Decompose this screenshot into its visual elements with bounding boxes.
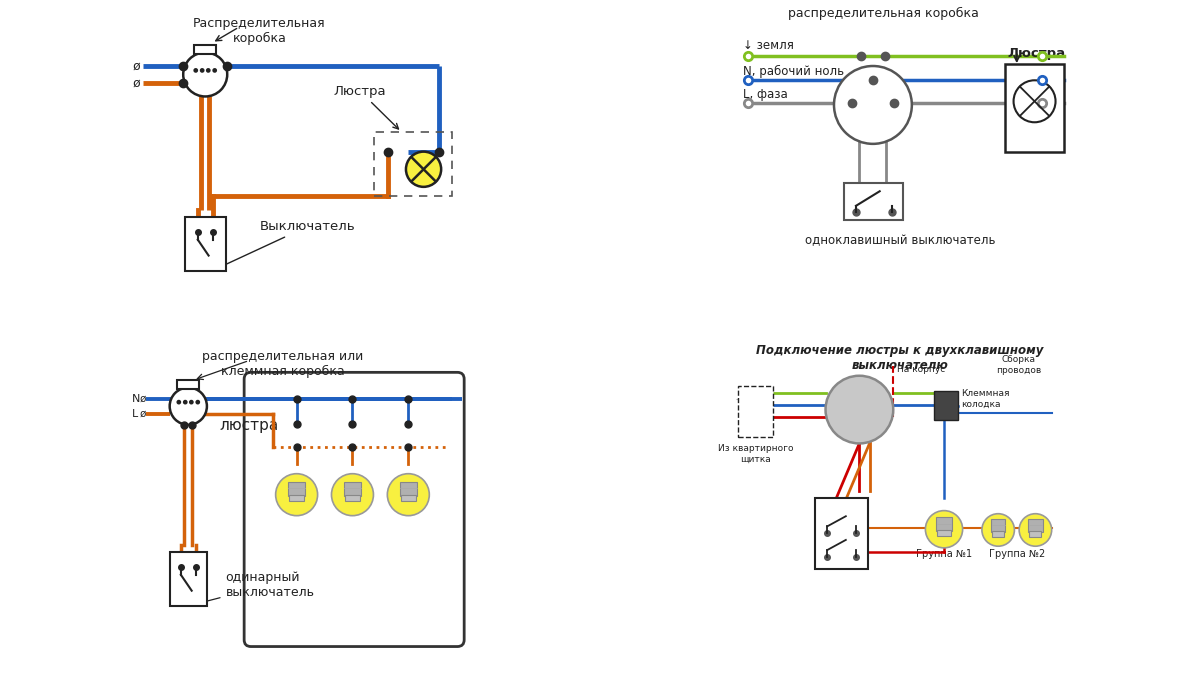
Circle shape bbox=[212, 68, 217, 73]
Text: одинарный
выключатель: одинарный выключатель bbox=[192, 571, 314, 606]
Text: ø: ø bbox=[132, 77, 140, 89]
Bar bbox=[937, 530, 950, 536]
Text: ↓ земля: ↓ земля bbox=[743, 39, 793, 52]
Bar bbox=[738, 386, 773, 437]
Text: Группа №2: Группа №2 bbox=[989, 549, 1045, 559]
Bar bbox=[401, 496, 416, 502]
Text: Выключатель: Выключатель bbox=[216, 220, 355, 269]
Text: На корпус: На корпус bbox=[896, 366, 944, 374]
Circle shape bbox=[176, 399, 181, 405]
Text: распределительная или
клеммная коробка: распределительная или клеммная коробка bbox=[203, 350, 364, 378]
Circle shape bbox=[193, 68, 198, 73]
Circle shape bbox=[196, 399, 200, 405]
Bar bbox=[1004, 64, 1064, 152]
Bar bbox=[400, 482, 418, 496]
Circle shape bbox=[982, 514, 1014, 546]
Circle shape bbox=[388, 474, 430, 516]
Text: Из квартирного
щитка: Из квартирного щитка bbox=[718, 444, 793, 464]
Text: N, рабочий ноль: N, рабочий ноль bbox=[743, 64, 844, 77]
Text: ø: ø bbox=[139, 409, 145, 418]
Text: люстра: люстра bbox=[220, 418, 278, 433]
Bar bbox=[289, 496, 304, 502]
Bar bbox=[169, 552, 206, 606]
Circle shape bbox=[188, 399, 193, 405]
Circle shape bbox=[276, 474, 318, 516]
Circle shape bbox=[169, 387, 206, 425]
Bar bbox=[936, 517, 952, 531]
Text: L: L bbox=[754, 417, 761, 427]
Circle shape bbox=[834, 66, 912, 144]
Bar bbox=[934, 391, 958, 420]
Circle shape bbox=[206, 68, 211, 73]
Bar bbox=[344, 496, 360, 502]
Text: распределительная коробка: распределительная коробка bbox=[787, 7, 978, 20]
Text: ø: ø bbox=[139, 394, 145, 403]
Bar bbox=[343, 482, 361, 496]
Text: N: N bbox=[132, 394, 140, 403]
Bar bbox=[288, 482, 306, 496]
FancyBboxPatch shape bbox=[244, 372, 464, 647]
Text: Сборка
проводов: Сборка проводов bbox=[996, 355, 1042, 375]
Text: Распределительная
коробка: Распределительная коробка bbox=[193, 17, 325, 45]
Bar bbox=[844, 183, 904, 220]
Bar bbox=[374, 132, 452, 196]
Text: L, фаза: L, фаза bbox=[743, 88, 787, 101]
Text: лампа: лампа bbox=[1015, 130, 1054, 143]
Text: Люстра: Люстра bbox=[1007, 47, 1066, 60]
Circle shape bbox=[1014, 81, 1056, 123]
Text: Подключение люстры к двухклавишному
выключателю: Подключение люстры к двухклавишному выкл… bbox=[756, 343, 1044, 372]
Bar bbox=[1030, 531, 1042, 537]
Text: Группа №1: Группа №1 bbox=[916, 549, 972, 559]
Bar bbox=[815, 498, 868, 569]
Text: N: N bbox=[754, 405, 762, 414]
Bar bbox=[178, 380, 199, 389]
Circle shape bbox=[182, 399, 187, 405]
Circle shape bbox=[406, 152, 442, 187]
Text: PE: PE bbox=[754, 391, 768, 401]
Circle shape bbox=[1019, 514, 1051, 546]
Bar bbox=[194, 45, 216, 54]
Bar bbox=[991, 519, 1006, 531]
Circle shape bbox=[826, 376, 893, 443]
Circle shape bbox=[331, 474, 373, 516]
Text: Люстра: Люстра bbox=[334, 85, 398, 129]
Bar bbox=[1028, 519, 1043, 531]
Circle shape bbox=[925, 510, 962, 548]
Text: ø: ø bbox=[132, 60, 140, 72]
Circle shape bbox=[184, 52, 227, 97]
Text: Клеммная
колодка: Клеммная колодка bbox=[961, 389, 1009, 409]
Circle shape bbox=[200, 68, 204, 73]
Bar bbox=[185, 217, 226, 271]
Text: L: L bbox=[132, 409, 138, 418]
Text: одноклавишный выключатель: одноклавишный выключатель bbox=[805, 234, 995, 246]
Bar bbox=[992, 531, 1004, 537]
